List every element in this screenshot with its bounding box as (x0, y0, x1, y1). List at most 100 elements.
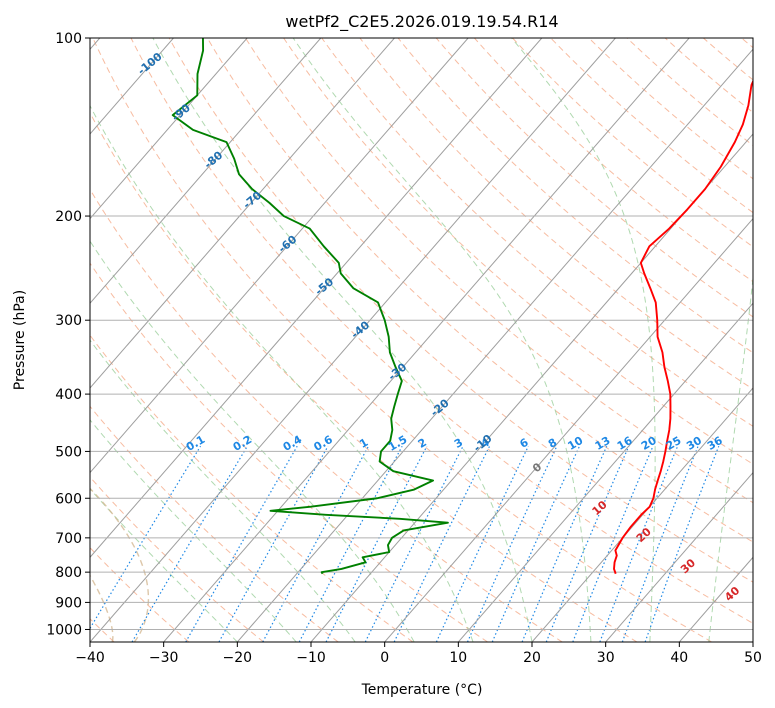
mixing-ratio-label: 13 (593, 434, 613, 453)
dewpoint-profile-line (171, 38, 449, 575)
ice-curve-line (90, 487, 150, 642)
dry-adiabat-line (168, 38, 753, 583)
dry-adiabat-line (435, 38, 753, 318)
mixing-ratio-line (621, 446, 699, 642)
isotherm-line (90, 38, 543, 559)
dry-adiabat-line (703, 38, 753, 81)
dry-adiabat-line (90, 262, 488, 642)
dry-adiabat-line (90, 405, 339, 642)
dry-adiabat-line (92, 38, 712, 642)
mixing-ratio-line (435, 445, 529, 642)
dry-adiabat-line (90, 111, 638, 642)
x-tick-label: 20 (523, 650, 541, 666)
y-tick-label: 900 (55, 595, 82, 611)
mixing-ratio-line (131, 445, 248, 642)
moist-adiabat-line (292, 38, 592, 642)
y-tick-label: 700 (55, 531, 82, 547)
y-tick-label: 100 (55, 31, 82, 47)
temperature-profile-line (613, 79, 753, 575)
mixing-ratio-label: 16 (615, 434, 635, 453)
x-tick-label: 50 (744, 650, 762, 666)
dry-adiabat-line (512, 38, 753, 248)
dry-adiabat-line (397, 38, 753, 354)
mixing-ratio-line (262, 445, 370, 642)
mixing-ratio-label: 6 (517, 436, 530, 451)
dry-adiabat-label: 20 (634, 525, 654, 545)
isotherm-line (310, 133, 753, 642)
isotherm-line (236, 48, 753, 642)
mixing-ratio-line (185, 445, 298, 642)
moist-adiabat-line (90, 104, 474, 642)
isotherm-line (457, 302, 753, 642)
mixing-ratio-label: 1.5 (386, 433, 409, 454)
isotherm-line (90, 38, 248, 220)
mixing-ratio-label: 3 (452, 436, 465, 451)
isotherm-line (163, 38, 690, 642)
moist-adiabat-line (90, 488, 238, 642)
mixing-ratio-label: 36 (705, 434, 725, 453)
dry-adiabat-line (90, 334, 414, 642)
y-tick-label: 300 (55, 313, 82, 329)
isotherm-line (90, 38, 616, 642)
dry-adiabat-line (588, 38, 753, 180)
mixing-ratio-line (644, 446, 720, 642)
dry-adiabat-label: 30 (678, 556, 698, 576)
mixing-ratio-label: 20 (639, 434, 659, 453)
y-tick-label: 500 (55, 444, 82, 460)
isotherm-line (90, 38, 469, 474)
isotherm-line (752, 641, 753, 642)
dry-adiabat-line (474, 38, 753, 283)
dry-adiabat-label: 10 (590, 498, 610, 518)
moist-adiabat-line (90, 419, 297, 642)
x-tick-label: −20 (223, 650, 253, 666)
dry-adiabat-line (741, 38, 753, 49)
mixing-ratio-line (545, 445, 630, 642)
dry-adiabat-line (130, 38, 753, 624)
isotherm-line (605, 471, 753, 642)
ice-curve-line (90, 574, 114, 642)
moist-adiabat-line (152, 38, 533, 642)
x-tick-label: 40 (670, 650, 688, 666)
plot-frame (89, 37, 754, 643)
dry-adiabat-label: 40 (722, 584, 742, 604)
moist-adiabat-line (708, 273, 753, 642)
x-axis: −40 −30 −20 −10 0 10 20 30 40 50 (75, 642, 762, 666)
y-tick-label: 200 (55, 209, 82, 225)
y-axis: 100 200 300 400 500 600 700 800 900 1000 (46, 31, 90, 639)
mixing-ratio-line (90, 445, 202, 630)
moist-adiabat-line (90, 339, 356, 642)
dry-adiabat-line (90, 546, 190, 642)
isotherm-line (384, 217, 753, 642)
x-tick-label: −40 (75, 650, 105, 666)
chart-title: wetPf2_C2E5.2026.019.19.54.R14 (285, 12, 558, 32)
mixing-ratio-label: 1 (357, 436, 370, 451)
dry-adiabat-line (90, 188, 563, 642)
x-tick-label: 0 (380, 650, 389, 666)
y-tick-label: 800 (55, 565, 82, 581)
y-tick-label: 1000 (46, 623, 82, 639)
mixing-ratio-line (521, 445, 608, 642)
mixing-ratio-label: 25 (664, 434, 684, 453)
mixing-ratio-label: 0.4 (281, 433, 305, 454)
x-tick-label: −10 (296, 650, 326, 666)
isotherm-line (90, 38, 322, 305)
y-axis-label: Pressure (hPa) (12, 290, 28, 390)
mixing-ratio-label: 10 (565, 434, 585, 453)
dry-adiabat-line (90, 476, 264, 642)
dry-adiabat-line (245, 38, 753, 504)
y-tick-label: 600 (55, 491, 82, 507)
isotherm-line (678, 556, 753, 642)
mixing-ratio-line (599, 445, 679, 642)
mixing-ratio-label: 0.2 (231, 433, 254, 454)
y-tick-label: 400 (55, 387, 82, 403)
mixing-ratio-line (218, 445, 329, 642)
mixing-ratio-line (364, 445, 464, 642)
moist-adiabat-line (90, 240, 415, 642)
mixing-ratio-line (298, 445, 403, 642)
mixing-ratio-label: 0.6 (312, 433, 336, 454)
mixing-ratio-line (393, 445, 491, 642)
mixing-ratio-label: 0.1 (184, 433, 207, 454)
x-tick-label: −30 (149, 650, 179, 666)
mixing-ratio-line (491, 445, 581, 642)
